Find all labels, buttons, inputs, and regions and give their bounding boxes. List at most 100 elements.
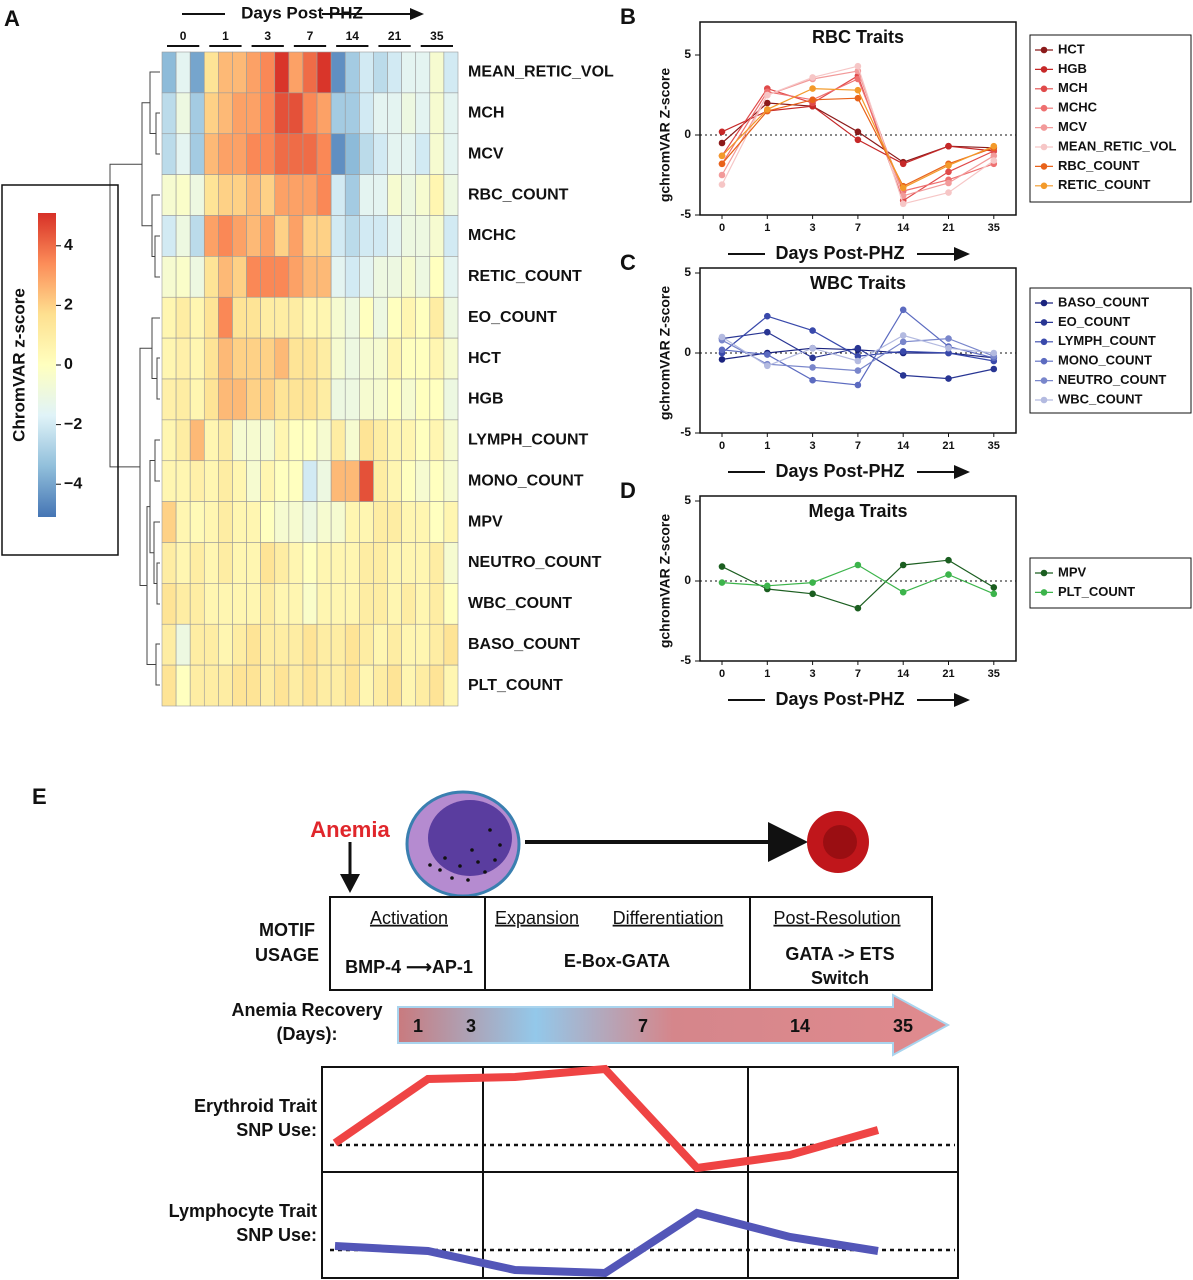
heatmap-cell bbox=[203, 623, 219, 666]
x-axis-label: Days Post-PHZ bbox=[775, 243, 904, 263]
heatmap-cell bbox=[443, 378, 459, 421]
heatmap-cell bbox=[387, 378, 402, 421]
heatmap-cell bbox=[302, 378, 318, 421]
heatmap-cell bbox=[330, 337, 346, 380]
heatmap-cell bbox=[232, 664, 247, 707]
heatmap-cell bbox=[260, 378, 276, 421]
series-point bbox=[854, 136, 862, 144]
dendrogram bbox=[109, 71, 160, 686]
heatmap-cell bbox=[189, 623, 205, 666]
legend-frame bbox=[1029, 557, 1192, 609]
legend-label: EO_COUNT bbox=[1058, 314, 1130, 329]
legend-label: WBC_COUNT bbox=[1058, 391, 1143, 406]
heatmap-cell bbox=[387, 215, 402, 257]
heatmap-cell bbox=[288, 378, 304, 421]
heatmap-cell bbox=[302, 542, 318, 584]
series-point bbox=[854, 352, 862, 360]
heatmap-cell bbox=[189, 501, 205, 543]
heatmap-cell bbox=[359, 174, 374, 216]
heatmap-cell bbox=[161, 51, 177, 94]
heatmap-cell bbox=[218, 133, 233, 175]
heatmap-cell bbox=[344, 51, 360, 94]
heatmap-cell bbox=[373, 133, 388, 175]
heatmap-cell bbox=[330, 583, 346, 625]
heatmap-cell bbox=[288, 501, 304, 543]
heatmap-cell bbox=[189, 378, 205, 421]
legend-label: MONO_COUNT bbox=[1058, 353, 1152, 368]
heatmap-cell bbox=[260, 623, 276, 666]
heatmap-cell bbox=[232, 174, 247, 216]
series-point bbox=[945, 168, 952, 176]
legend-marker bbox=[1040, 396, 1048, 404]
heatmap-cell bbox=[189, 664, 205, 707]
series-point bbox=[764, 99, 771, 107]
series-point bbox=[809, 354, 816, 362]
heatmap-cell bbox=[260, 92, 276, 135]
heatmap-cell bbox=[401, 296, 417, 339]
heatmap-cell bbox=[344, 133, 360, 175]
heatmap-cell bbox=[359, 460, 374, 502]
heatmap-cell bbox=[288, 133, 304, 175]
heatmap-cell bbox=[429, 256, 445, 298]
heatmap-cell bbox=[246, 174, 261, 216]
heatmap-cell bbox=[387, 51, 402, 94]
heatmap-cell bbox=[429, 583, 445, 625]
heatmap-cell bbox=[316, 256, 332, 298]
heatmap-cell bbox=[373, 296, 388, 339]
heatmap-cell bbox=[443, 460, 459, 502]
heatmap-cell bbox=[203, 296, 219, 339]
row-label: MEAN_RETIC_VOL bbox=[468, 64, 614, 81]
heatmap-cell bbox=[218, 51, 233, 94]
track-label: Lymphocyte Trait bbox=[169, 1201, 317, 1221]
heatmap-cell bbox=[330, 51, 346, 94]
heatmap-cell bbox=[288, 664, 304, 707]
series-point bbox=[764, 351, 771, 358]
x-label-arrow-head bbox=[954, 247, 970, 261]
series-point bbox=[809, 327, 816, 334]
heatmap-cell bbox=[344, 174, 360, 216]
heatmap-cell bbox=[302, 133, 318, 175]
recovery-arrow bbox=[397, 993, 951, 1057]
column-group-label: 35 bbox=[430, 29, 444, 43]
heatmap-cell bbox=[359, 296, 374, 339]
legend-marker bbox=[1040, 46, 1048, 54]
series-point bbox=[854, 344, 862, 352]
heatmap-cell bbox=[330, 378, 346, 421]
legend-label: HCT bbox=[1058, 41, 1085, 56]
heatmap-cell bbox=[274, 92, 290, 135]
heatmap-cell bbox=[316, 419, 332, 462]
row-label: MCHC bbox=[468, 227, 516, 244]
heatmap-cell bbox=[401, 337, 417, 380]
legend-marker bbox=[1040, 569, 1048, 577]
heatmap-cell bbox=[189, 92, 205, 135]
track-label: SNP Use: bbox=[236, 1120, 317, 1140]
colorbar-tick-label: 4 bbox=[64, 237, 73, 254]
heatmap-cell bbox=[175, 92, 191, 135]
series-point bbox=[945, 344, 952, 352]
series-point bbox=[899, 338, 907, 346]
y-tick-label: 5 bbox=[684, 265, 691, 279]
heatmap-cell bbox=[288, 92, 304, 135]
legend-label: BASO_COUNT bbox=[1058, 294, 1149, 309]
heatmap-cell bbox=[260, 174, 276, 216]
heatmap-cell bbox=[373, 174, 388, 216]
heatmap-cell bbox=[429, 92, 445, 135]
heatmap-cell bbox=[189, 542, 205, 584]
heatmap-cell bbox=[175, 296, 191, 339]
series-point bbox=[718, 356, 726, 363]
series-point bbox=[764, 362, 771, 370]
erythroid-curve bbox=[332, 1064, 880, 1173]
heatmap-cell bbox=[232, 419, 247, 462]
heatmap-cell bbox=[246, 419, 261, 462]
arrow-head bbox=[768, 822, 808, 862]
heatmap-cell bbox=[246, 542, 261, 584]
heatmap-cell bbox=[274, 378, 290, 421]
heatmap-cell bbox=[260, 501, 276, 543]
colorbar-tick-label: 0 bbox=[64, 356, 73, 373]
heatmap-cell bbox=[359, 664, 374, 707]
series-point bbox=[945, 142, 952, 150]
heatmap-cell bbox=[189, 296, 205, 339]
y-axis-label: gchromVAR Z-score bbox=[657, 286, 673, 421]
heatmap-cell bbox=[359, 133, 374, 175]
